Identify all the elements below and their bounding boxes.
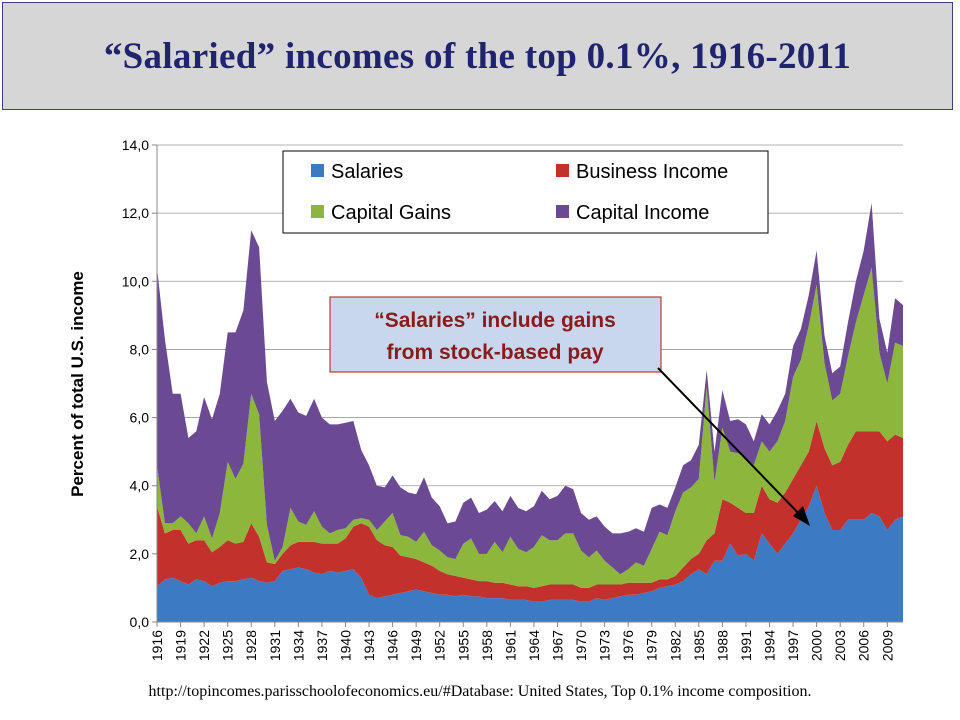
x-tick-label: 1973	[597, 630, 613, 661]
y-tick-label: 8,0	[130, 341, 150, 357]
x-tick-label: 2003	[832, 630, 848, 661]
x-tick-label: 1985	[691, 630, 707, 661]
x-tick-label: 1979	[644, 630, 660, 661]
legend: Salaries Business Income Capital Gains C…	[282, 150, 769, 234]
slide-title: “Salaried” incomes of the top 0.1%, 1916…	[103, 35, 852, 77]
x-tick-label: 1952	[432, 630, 448, 661]
x-tick-label: 2009	[879, 630, 895, 661]
area-business-income	[157, 421, 903, 602]
y-tick-label: 2,0	[130, 546, 150, 562]
annotation-line-2: from stock-based pay	[386, 341, 603, 364]
y-tick-label: 4,0	[130, 478, 150, 494]
y-tick-labels: 0,0 2,0 4,0 6,0 8,0 10,0 12,0 14,0	[122, 137, 157, 630]
annotation-arrow	[657, 367, 804, 519]
legend-label-capital-income: Capital Income	[576, 202, 709, 224]
legend-swatch-salaries	[311, 164, 324, 177]
area-salaries	[157, 485, 903, 622]
legend-box	[282, 150, 769, 234]
x-tick-label: 1949	[408, 630, 424, 661]
x-tick-label: 1997	[785, 630, 801, 661]
x-tick-label: 1928	[243, 630, 259, 661]
title-banner: “Salaried” incomes of the top 0.1%, 1916…	[2, 2, 953, 110]
x-tick-label: 1931	[267, 630, 283, 661]
y-tick-label: 12,0	[122, 205, 149, 221]
x-tick-label: 1925	[220, 630, 236, 661]
stacked-area-chart: 0,0 2,0 4,0 6,0 8,0 10,0 12,0 14,0 1916 1919 1922…	[68, 137, 903, 661]
x-tick-label: 2006	[856, 630, 872, 661]
x-tick-label: 1964	[526, 630, 542, 661]
legend-label-capital-gains: Capital Gains	[331, 202, 451, 224]
area-capital-income	[157, 202, 903, 575]
x-tick-label: 1934	[290, 630, 306, 661]
legend-swatch-business-income	[556, 164, 569, 177]
annotation-box	[329, 296, 662, 373]
y-tick-label: 14,0	[122, 137, 149, 153]
annotation-line-1: “Salaries” include gains	[374, 309, 616, 332]
x-tick-label: 1991	[738, 630, 754, 661]
x-tick-label: 2000	[809, 630, 825, 661]
legend-label-salaries: Salaries	[331, 161, 403, 183]
legend-swatch-capital-income	[556, 205, 569, 218]
x-tick-label: 1967	[549, 630, 565, 661]
x-tick-label: 1982	[667, 630, 683, 661]
axes	[156, 145, 903, 623]
x-tick-label: 1988	[714, 630, 730, 661]
x-tick-label: 1943	[361, 630, 377, 661]
x-tick-label: 1994	[762, 630, 778, 661]
legend-label-business-income: Business Income	[576, 161, 728, 183]
y-axis-label: Percent of total U.S. income	[68, 271, 87, 497]
x-tick-label: 1922	[196, 630, 212, 661]
x-tick-label: 1955	[455, 630, 471, 661]
x-tick-label: 1976	[620, 630, 636, 661]
x-tick-label: 1937	[314, 630, 330, 661]
y-tick-label: 0,0	[130, 614, 150, 630]
x-tick-label: 1958	[479, 630, 495, 661]
y-tick-label: 10,0	[122, 273, 149, 289]
legend-swatch-capital-gains	[311, 205, 324, 218]
x-tick-label: 1940	[337, 630, 353, 661]
x-tick-labels: 1916 1919 1922 1925 1928 1931 1934 1937 1940 1943…	[149, 622, 895, 661]
x-tick-label: 1919	[173, 630, 189, 661]
annotation-callout: “Salaries” include gains from stock-base…	[329, 296, 810, 526]
x-tick-label: 1961	[502, 630, 518, 661]
area-series	[157, 202, 903, 622]
x-tick-label: 1916	[149, 630, 165, 661]
x-tick-label: 1970	[573, 630, 589, 661]
source-citation: http://topincomes.parisschoolofeconomics…	[148, 683, 812, 700]
x-tick-label: 1946	[385, 630, 401, 661]
annotation-arrowhead	[793, 506, 810, 526]
area-capital-gains	[157, 267, 903, 588]
y-tick-label: 6,0	[130, 410, 150, 426]
